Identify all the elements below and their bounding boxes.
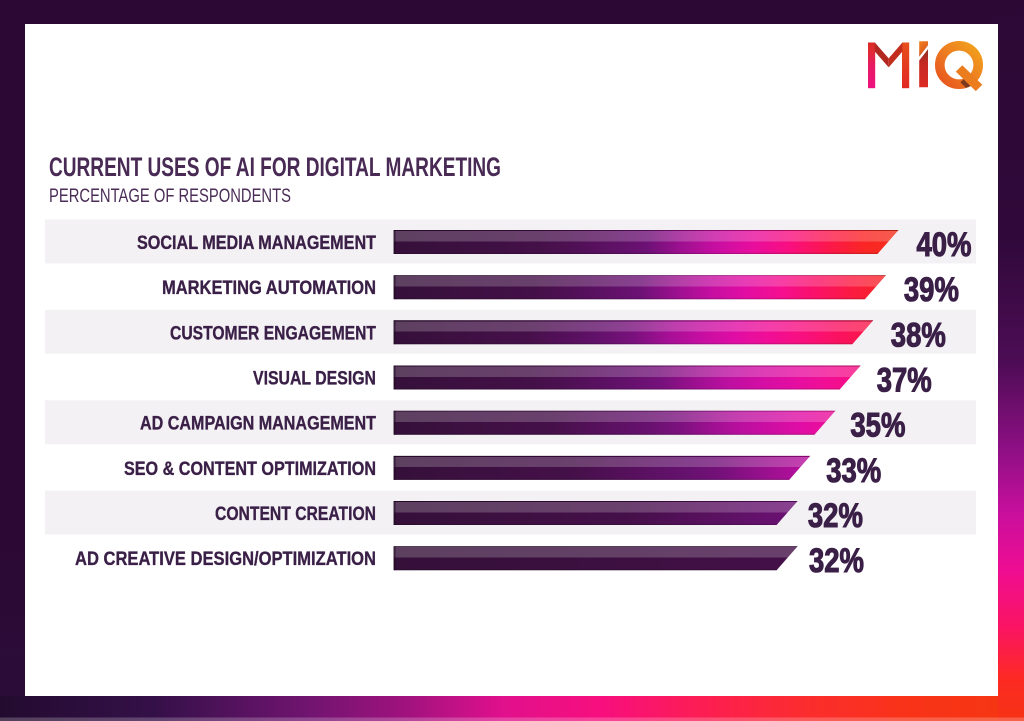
svg-text:AD CREATIVE DESIGN/OPTIMIZATIO: AD CREATIVE DESIGN/OPTIMIZATION	[75, 549, 376, 570]
svg-text:PERCENTAGE OF RESPONDENTS: PERCENTAGE OF RESPONDENTS	[49, 186, 291, 207]
svg-text:SEO & CONTENT OPTIMIZATION: SEO & CONTENT OPTIMIZATION	[124, 459, 376, 480]
svg-text:SOCIAL MEDIA MANAGEMENT: SOCIAL MEDIA MANAGEMENT	[137, 233, 376, 254]
svg-text:32%: 32%	[809, 542, 864, 580]
svg-text:CURRENT USES OF AI FOR DIGITAL: CURRENT USES OF AI FOR DIGITAL MARKETING	[49, 152, 501, 182]
svg-text:35%: 35%	[850, 407, 905, 445]
svg-text:MARKETING AUTOMATION: MARKETING AUTOMATION	[162, 278, 376, 299]
svg-text:AD CAMPAIGN MANAGEMENT: AD CAMPAIGN MANAGEMENT	[140, 414, 376, 435]
svg-text:CONTENT CREATION: CONTENT CREATION	[215, 504, 376, 525]
svg-text:38%: 38%	[891, 316, 946, 354]
svg-text:33%: 33%	[826, 452, 881, 490]
svg-text:37%: 37%	[877, 362, 932, 400]
svg-text:CUSTOMER ENGAGEMENT: CUSTOMER ENGAGEMENT	[170, 323, 376, 344]
svg-text:39%: 39%	[904, 271, 959, 309]
svg-text:32%: 32%	[808, 497, 863, 535]
svg-text:40%: 40%	[917, 226, 972, 264]
svg-text:VISUAL DESIGN: VISUAL DESIGN	[253, 369, 376, 390]
